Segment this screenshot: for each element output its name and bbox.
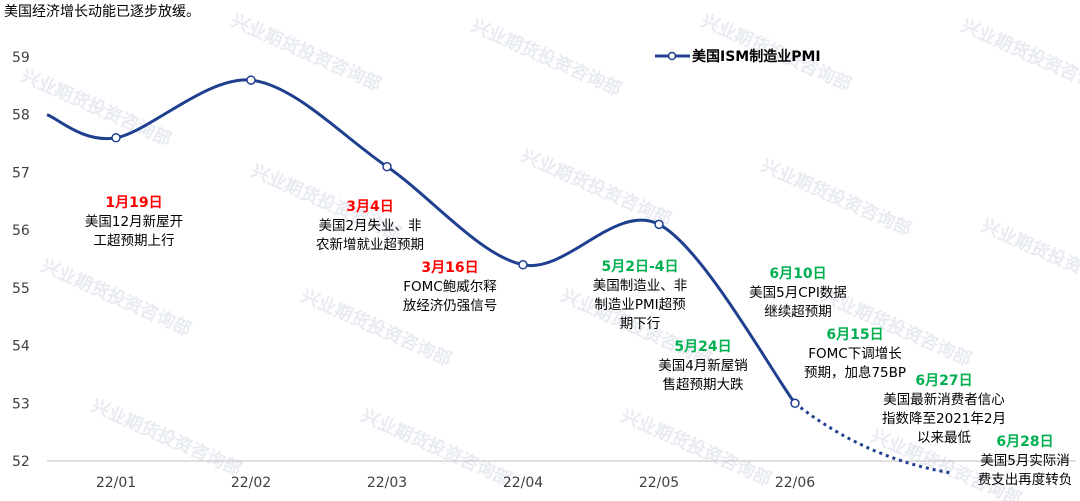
y-tick-label: 59 bbox=[12, 50, 30, 66]
annotation-text: 预期，加息75BP bbox=[804, 364, 906, 381]
x-tick-label: 22/06 bbox=[775, 475, 815, 491]
data-point bbox=[246, 75, 256, 85]
x-tick-label: 22/02 bbox=[231, 475, 271, 491]
annotation-text: 美国2月失业、非 bbox=[318, 218, 421, 234]
annotation-text: 美国5月实际消 bbox=[980, 453, 1070, 469]
watermark-text: 兴业期货投资咨询部 bbox=[958, 14, 1080, 100]
y-tick-label: 54 bbox=[12, 339, 30, 355]
legend: 美国ISM制造业PMI bbox=[655, 48, 821, 65]
y-tick-label: 55 bbox=[12, 281, 30, 297]
x-tick-label: 22/05 bbox=[639, 475, 679, 491]
annotation-text: 费支出再度转负 bbox=[978, 472, 1073, 488]
series-line bbox=[46, 78, 797, 405]
annotation-text: 以来最低 bbox=[917, 430, 971, 446]
watermark-text: 兴业期货投资咨询部 bbox=[518, 144, 675, 230]
annotation-text: FOMC鲍威尔释 bbox=[403, 279, 497, 295]
annotation-date: 6月10日 bbox=[769, 266, 826, 282]
annotation-date: 6月28日 bbox=[996, 434, 1053, 450]
annotation-text: 美国最新消费者信心 bbox=[883, 392, 1005, 408]
annotation-date: 6月15日 bbox=[826, 327, 883, 343]
annotation-text: 期下行 bbox=[620, 316, 661, 332]
annotation-text: 指数降至2021年2月 bbox=[882, 411, 1006, 427]
annotation-text: 美国12月新屋开 bbox=[85, 214, 183, 230]
annotation-date: 3月16日 bbox=[421, 260, 478, 276]
watermark-text: 兴业期货投资咨询部 bbox=[758, 154, 915, 240]
y-tick-label: 56 bbox=[12, 223, 30, 239]
annotation-text: 美国5月CPI数据 bbox=[749, 285, 847, 301]
x-tick-label: 22/04 bbox=[503, 475, 543, 491]
data-point bbox=[111, 133, 121, 143]
annotation-text: 美国制造业、非 bbox=[593, 278, 688, 294]
annotation-date: 3月4日 bbox=[346, 199, 393, 215]
y-tick-label: 52 bbox=[12, 454, 30, 470]
data-point bbox=[790, 398, 800, 409]
y-tick-label: 57 bbox=[12, 165, 30, 181]
annotation-date: 6月27日 bbox=[915, 373, 972, 389]
annotation-text: 售超预期大跌 bbox=[663, 377, 744, 393]
annotation-text: 继续超预期 bbox=[764, 304, 832, 320]
watermark-text: 兴业期货投资咨询部 bbox=[88, 394, 245, 480]
annotation-text: FOMC下调增长 bbox=[808, 346, 902, 362]
legend-label: 美国ISM制造业PMI bbox=[692, 48, 821, 65]
watermark-text: 兴业期货投资咨询部 bbox=[38, 254, 195, 340]
data-point bbox=[654, 219, 664, 230]
legend-marker bbox=[667, 51, 677, 61]
watermark-layer: 兴业期货投资咨询部 兴业期货投资咨询部 兴业期货投资咨询部 兴业期货投资咨询部兴业期货… bbox=[18, 9, 1080, 501]
annotation-text: 制造业PMI超预 bbox=[594, 297, 685, 313]
annotation-date: 5月2日-4日 bbox=[601, 259, 678, 275]
y-tick-label: 53 bbox=[12, 396, 30, 412]
annotations-layer: 1月19日美国12月新屋开工超预期上行3月4日美国2月失业、非农新增就业超预期3… bbox=[85, 195, 1072, 488]
projection-line bbox=[794, 402, 951, 475]
x-tick-label: 22/03 bbox=[367, 475, 407, 491]
annotation-date: 5月24日 bbox=[674, 339, 731, 355]
annotation-date: 1月19日 bbox=[105, 195, 162, 211]
watermark-text: 兴业期货投资咨询部 bbox=[468, 14, 625, 100]
series-layer bbox=[46, 75, 951, 475]
data-point bbox=[382, 161, 392, 172]
watermark-text: 兴业期货投资咨询部 bbox=[978, 214, 1080, 300]
chart-subtitle: 美国经济增长动能已逐步放缓。 bbox=[4, 4, 200, 20]
annotation-text: 美国4月新屋销 bbox=[658, 358, 748, 374]
annotation-text: 农新增就业超预期 bbox=[316, 237, 424, 253]
data-point bbox=[518, 260, 528, 270]
annotation-text: 工超预期上行 bbox=[94, 233, 175, 249]
x-axis: 22/01 22/02 22/03 22/04 22/05 22/06 bbox=[47, 460, 1076, 491]
y-tick-label: 58 bbox=[12, 108, 30, 124]
x-tick-label: 22/01 bbox=[96, 475, 136, 491]
annotation-text: 放经济仍强信号 bbox=[403, 298, 498, 314]
y-axis: 52 53 54 55 56 57 58 59 bbox=[12, 50, 30, 470]
